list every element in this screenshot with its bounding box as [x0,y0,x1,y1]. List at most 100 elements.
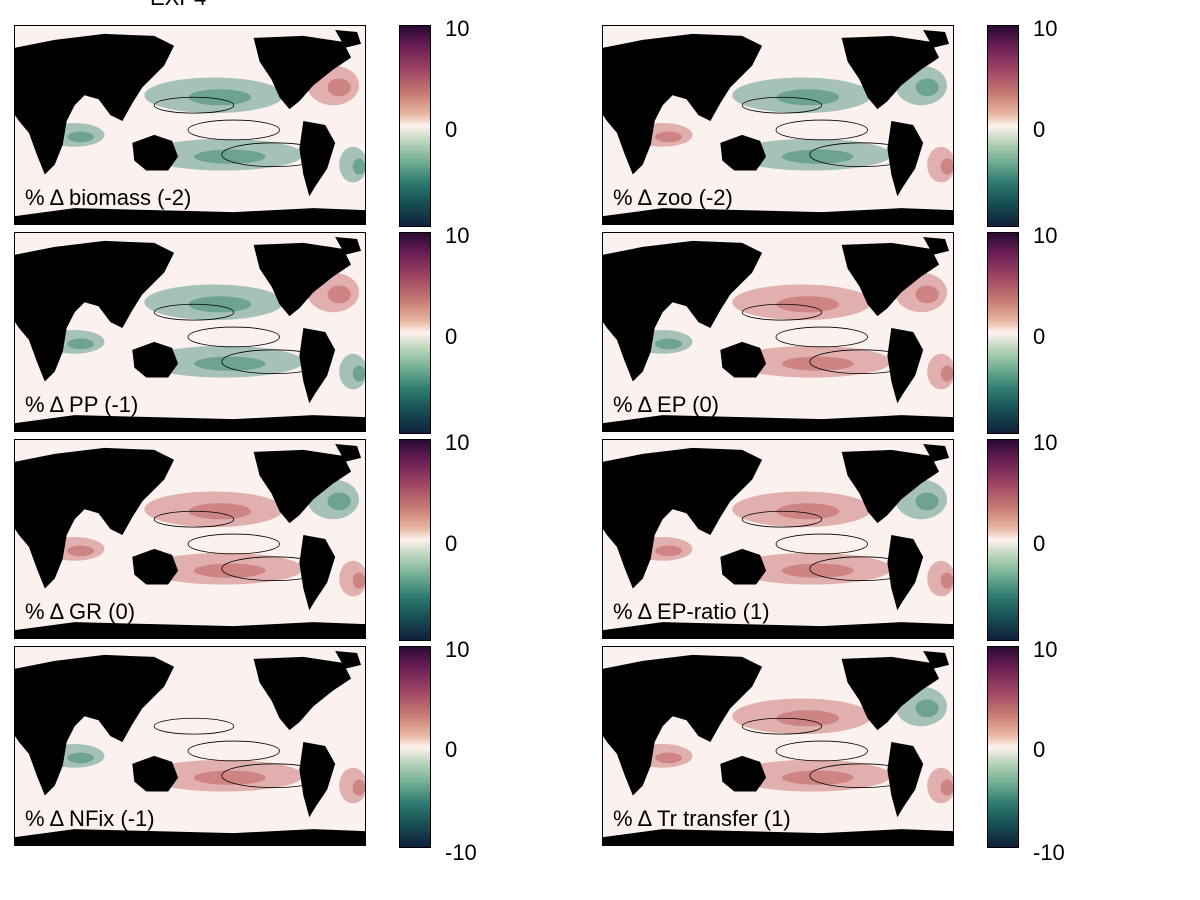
landmass [841,656,940,731]
anomaly-patch [193,356,266,371]
colorbar-max-label: 10 [445,430,470,455]
landmass [253,242,352,317]
colorbar [987,439,1019,641]
anomaly-patch [327,285,351,304]
ocean-anomaly-map [603,443,953,638]
contour-line [775,533,868,555]
panel-label: % Δ NFix (-1) [25,806,155,831]
landmass [923,443,950,462]
anomaly-patch [940,158,953,175]
ocean-anomaly-map [15,236,365,431]
landmass [15,447,175,589]
landmass [603,240,763,382]
contour-line [741,717,823,735]
panel-label: % Δ biomass (-2) [25,185,192,210]
landmass [603,208,953,224]
anomaly-patch [188,89,252,106]
contour-line [153,303,235,321]
map-panel-biomass: % Δ biomass (-2) [14,25,366,225]
colorbar-mid-label: 0 [445,531,458,556]
colorbar-mid-label: 0 [445,324,458,349]
contour-line [741,303,823,321]
landmass [299,121,336,197]
contour-line [775,326,868,348]
anomaly-patch [915,492,939,511]
colorbar-max-label: 10 [445,16,470,41]
anomaly-patch [67,338,95,350]
landmass [132,548,179,585]
anomaly-patch [352,572,365,589]
landmass [15,622,365,638]
landmass [132,755,179,792]
landmass [335,443,362,462]
anomaly-patch [940,572,953,589]
map-panel-tr-transfer: % Δ Tr transfer (1) [602,646,954,846]
colorbar-mid-label: 0 [1033,324,1046,349]
colorbar-mid-label: 0 [1033,737,1046,762]
anomaly-patch [352,365,365,382]
anomaly-patch [915,78,939,97]
landmass [299,535,336,611]
landmass [15,240,175,382]
anomaly-patch [655,545,683,557]
landmass [923,29,950,48]
panel-label: % Δ EP-ratio (1) [613,599,770,624]
colorbar [987,646,1019,848]
ocean-anomaly-map [603,236,953,431]
contour-line [741,510,823,528]
ocean-anomaly-map [603,650,953,845]
landmass [253,449,352,524]
contour-line [775,119,868,141]
landmass [299,328,336,404]
landmass [603,33,763,175]
anomaly-patch [352,779,365,796]
anomaly-patch [781,356,854,371]
colorbar-max-label: 10 [445,637,470,662]
landmass [335,650,362,669]
colorbar-max-label: 10 [1033,637,1058,662]
anomaly-patch [327,78,351,97]
anomaly-patch [655,131,683,143]
anomaly-patch [776,296,840,313]
landmass [132,134,179,171]
landmass [132,341,179,378]
contour-line [187,119,280,141]
landmass [253,35,352,110]
anomaly-patch [940,365,953,382]
contour-line [153,717,235,735]
landmass [923,236,950,255]
colorbar-mid-label: 0 [445,737,458,762]
colorbar-max-label: 10 [445,223,470,248]
contour-line [153,96,235,114]
anomaly-patch [915,285,939,304]
colorbar [399,439,431,641]
anomaly-patch [352,158,365,175]
landmass [253,656,352,731]
figure-title: EXP4 [150,0,206,9]
colorbar-max-label: 10 [1033,430,1058,455]
landmass [335,29,362,48]
landmass [603,829,953,845]
anomaly-patch [327,492,351,511]
colorbar-max-label: 10 [1033,223,1058,248]
landmass [15,654,175,796]
map-panel-nfix: % Δ NFix (-1) [14,646,366,846]
landmass [887,121,924,197]
contour-line [153,510,235,528]
anomaly-patch [655,338,683,350]
colorbar [987,232,1019,434]
contour-line [187,533,280,555]
landmass [15,829,365,845]
map-panel-ep-ratio: % Δ EP-ratio (1) [602,439,954,639]
panel-label: % Δ Tr transfer (1) [613,806,791,831]
landmass [603,622,953,638]
landmass [887,328,924,404]
landmass [299,742,336,818]
anomaly-patch [193,149,266,164]
landmass [923,650,950,669]
panel-label: % Δ zoo (-2) [613,185,733,210]
colorbar [399,232,431,434]
landmass [887,742,924,818]
contour-line [187,326,280,348]
anomaly-patch [188,503,252,520]
